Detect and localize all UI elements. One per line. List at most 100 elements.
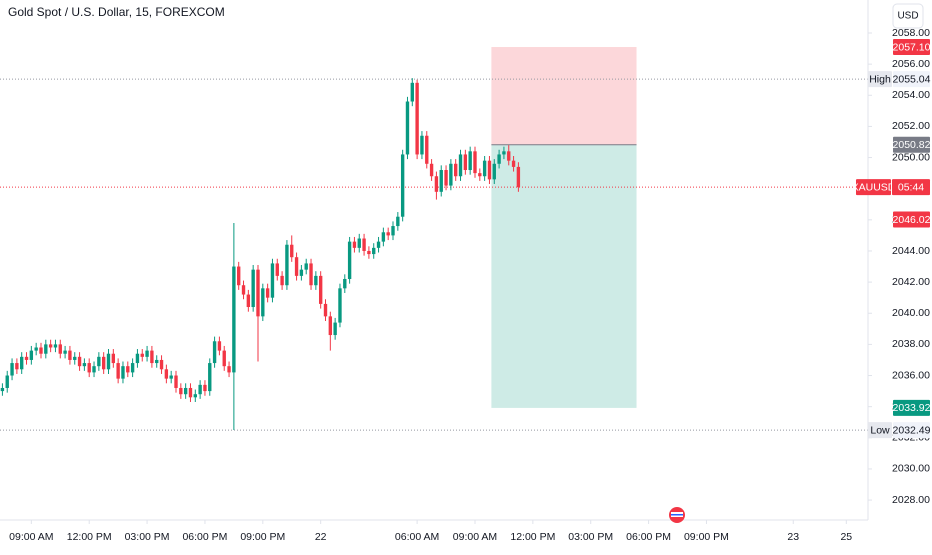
x-tick-label: 09:00 PM <box>240 531 285 543</box>
candle-body <box>87 363 91 373</box>
candle-body <box>362 238 366 251</box>
candle-body <box>516 166 521 188</box>
candle-body <box>34 347 38 351</box>
candle-body <box>468 151 472 171</box>
candle-body <box>429 163 434 177</box>
candle-body <box>82 363 87 367</box>
candle-body <box>198 384 202 395</box>
candle-body <box>232 266 236 373</box>
candle-body <box>121 366 125 379</box>
entry-price: 2050.82 <box>893 139 931 151</box>
candle-body <box>15 363 19 370</box>
candle-body <box>309 263 313 286</box>
y-tick-label: 2044.00 <box>892 245 930 257</box>
y-tick-label: 2038.00 <box>892 338 930 350</box>
chart-title: Gold Spot / U.S. Dollar, 15, FOREXCOM <box>8 5 225 19</box>
low-tag-box <box>868 422 892 439</box>
x-tick-label: 25 <box>840 531 852 543</box>
high-price-box <box>893 71 930 88</box>
candle-body <box>237 266 241 286</box>
candle-body <box>318 275 323 304</box>
candle-body <box>256 269 260 317</box>
candle-body <box>227 366 231 373</box>
high-tag: High <box>869 73 891 85</box>
y-tick-label: 2036.00 <box>892 369 930 381</box>
candle-body <box>487 160 492 180</box>
x-tick-label: 03:00 PM <box>568 531 613 543</box>
candle-body <box>328 316 333 336</box>
events-icon[interactable] <box>669 507 685 523</box>
candle-body <box>275 263 279 276</box>
alert-price: 2046.02 <box>893 214 931 226</box>
candle-body <box>502 151 506 155</box>
candle-body <box>265 288 270 298</box>
y-tick-label: 2058.00 <box>892 27 930 39</box>
candle-body <box>208 363 212 392</box>
candle-body <box>77 356 82 367</box>
high-tag-box <box>868 71 892 88</box>
low-price-box <box>893 422 930 439</box>
x-tick-label: 03:00 PM <box>125 531 170 543</box>
candle-body <box>116 363 120 379</box>
candle-body <box>155 359 159 364</box>
candle-body <box>145 350 149 357</box>
candle-body <box>53 344 58 348</box>
candle-body <box>68 350 72 360</box>
candle-body <box>444 170 448 186</box>
candle-body <box>507 151 511 161</box>
stop-zone <box>491 47 637 145</box>
candle-body <box>106 353 111 370</box>
y-tick-label: 2056.00 <box>892 58 930 70</box>
low-price: 2032.49 <box>893 424 931 436</box>
candle-body <box>179 387 183 395</box>
x-tick-label: 23 <box>787 531 799 543</box>
y-tick-label: 2040.00 <box>892 307 930 319</box>
candle-body <box>410 82 414 102</box>
candle-body <box>174 375 178 388</box>
candle-body <box>323 303 328 317</box>
candle-body <box>203 384 207 392</box>
target-zone <box>491 144 637 408</box>
candle-body <box>10 363 14 376</box>
high-price: 2055.04 <box>893 73 931 85</box>
y-tick-label: 2030.00 <box>892 463 930 475</box>
candle-body <box>333 322 337 336</box>
countdown: 05:44 <box>898 181 924 193</box>
candle-body <box>454 163 458 177</box>
y-tick-label: 2042.00 <box>892 276 930 288</box>
candle-body <box>376 241 381 248</box>
candle-body <box>193 394 197 398</box>
y-tick-label: 2028.00 <box>892 494 930 506</box>
x-tick-label: 12:00 PM <box>510 531 555 543</box>
candle-body <box>473 151 477 174</box>
stop-price: 2057.10 <box>893 41 931 53</box>
candle-body <box>381 232 386 242</box>
x-tick-label: 12:00 PM <box>67 531 112 543</box>
candle-body <box>357 238 361 248</box>
symbol-tag-box <box>856 179 891 196</box>
currency-button[interactable] <box>892 3 924 29</box>
candle-body <box>101 356 106 370</box>
candle-body <box>372 247 376 255</box>
x-tick-label: 09:00 PM <box>684 531 729 543</box>
low-tag: Low <box>870 424 890 436</box>
candle-body <box>217 341 222 351</box>
target-price-box <box>893 399 930 416</box>
candle-body <box>222 350 226 367</box>
candle-body <box>415 82 419 155</box>
candle-body <box>511 160 516 167</box>
candle-body <box>130 363 135 373</box>
candle-body <box>439 170 443 192</box>
candle-body <box>343 278 347 289</box>
candle-body <box>304 263 308 270</box>
candle-body <box>73 356 77 360</box>
candle-body <box>0 387 5 392</box>
y-tick-label: 2054.00 <box>892 89 930 101</box>
candle-body <box>400 154 405 217</box>
y-tick-label: 2052.00 <box>892 120 930 132</box>
candle-body <box>29 350 34 360</box>
candle-body <box>111 353 116 364</box>
countdown-box <box>892 179 930 196</box>
candle-body <box>246 294 251 308</box>
